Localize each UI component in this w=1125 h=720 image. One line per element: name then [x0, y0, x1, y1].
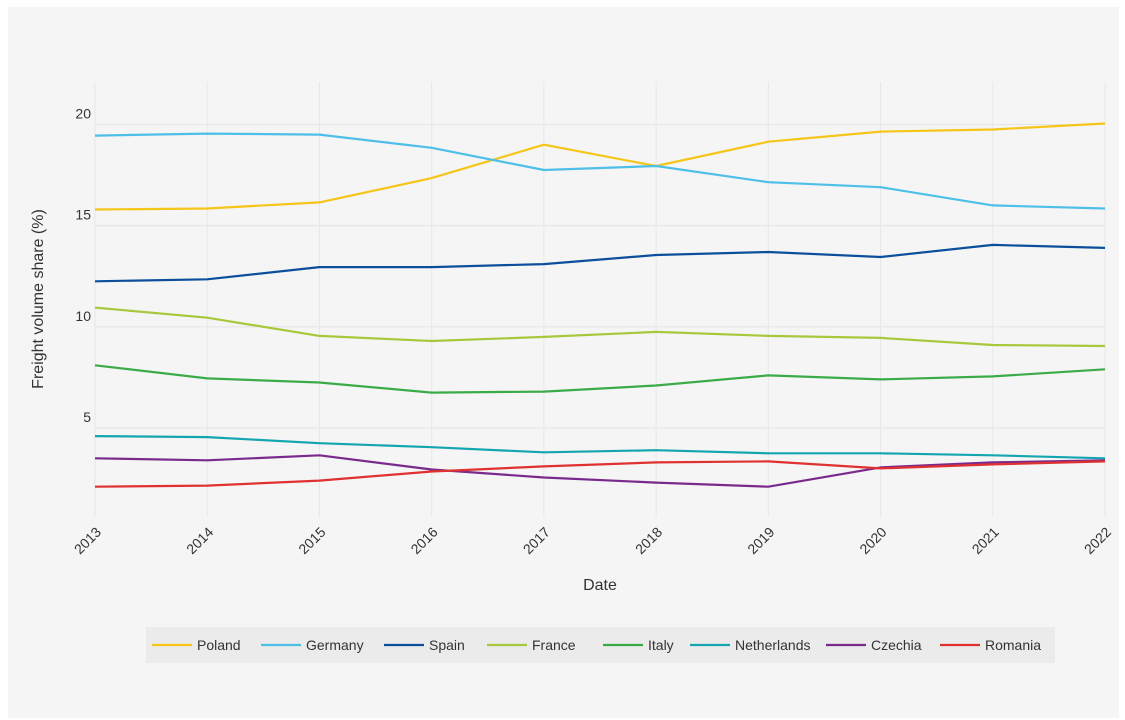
legend-label: Spain	[429, 637, 465, 653]
y-tick-label: 10	[75, 308, 91, 324]
legend: Poland Germany Spain France Italy Netherlands…	[146, 627, 1055, 663]
series-lines	[94, 122, 1106, 488]
chart-background	[8, 7, 1119, 718]
legend-label: Netherlands	[735, 637, 811, 653]
series-line-poland	[94, 122, 1106, 211]
x-tick-label: 2016	[407, 524, 440, 557]
series-line-spain	[94, 243, 1106, 283]
legend-label: Italy	[648, 637, 674, 653]
legend-label: Romania	[985, 637, 1041, 653]
series-line-germany	[94, 132, 1106, 210]
y-axis-title: Freight volume share (%)	[30, 209, 47, 389]
x-tick-label: 2014	[183, 524, 216, 557]
legend-label: Czechia	[871, 637, 922, 653]
x-tick-label: 2022	[1081, 524, 1114, 557]
y-tick-label: 20	[75, 105, 91, 121]
series-line-italy	[94, 364, 1106, 394]
x-tick-label: 2015	[295, 524, 328, 557]
x-tick-label: 2018	[632, 524, 665, 557]
x-tick-label: 2020	[856, 524, 889, 557]
x-tick-label: 2021	[969, 524, 1002, 557]
legend-label: France	[532, 637, 576, 653]
y-tick-label: 5	[83, 409, 91, 425]
x-tick-label: 2017	[520, 524, 553, 557]
series-line-france	[94, 306, 1106, 348]
x-tick-label: 2019	[744, 524, 777, 557]
y-tick-label: 15	[75, 207, 91, 223]
y-axis-ticks: 5 10 15 20	[75, 105, 91, 424]
gridlines	[94, 82, 1106, 517]
series-line-czechia	[94, 454, 1106, 488]
legend-label: Germany	[306, 637, 364, 653]
x-axis-ticks: 2013 2014 2015 2016 2017 2018 2019 2020 2021 2022	[71, 524, 1114, 557]
legend-label: Poland	[197, 637, 241, 653]
series-line-romania	[94, 460, 1106, 488]
x-tick-label: 2013	[71, 524, 104, 557]
series-line-netherlands	[94, 435, 1106, 460]
x-axis-title: Date	[583, 577, 617, 594]
